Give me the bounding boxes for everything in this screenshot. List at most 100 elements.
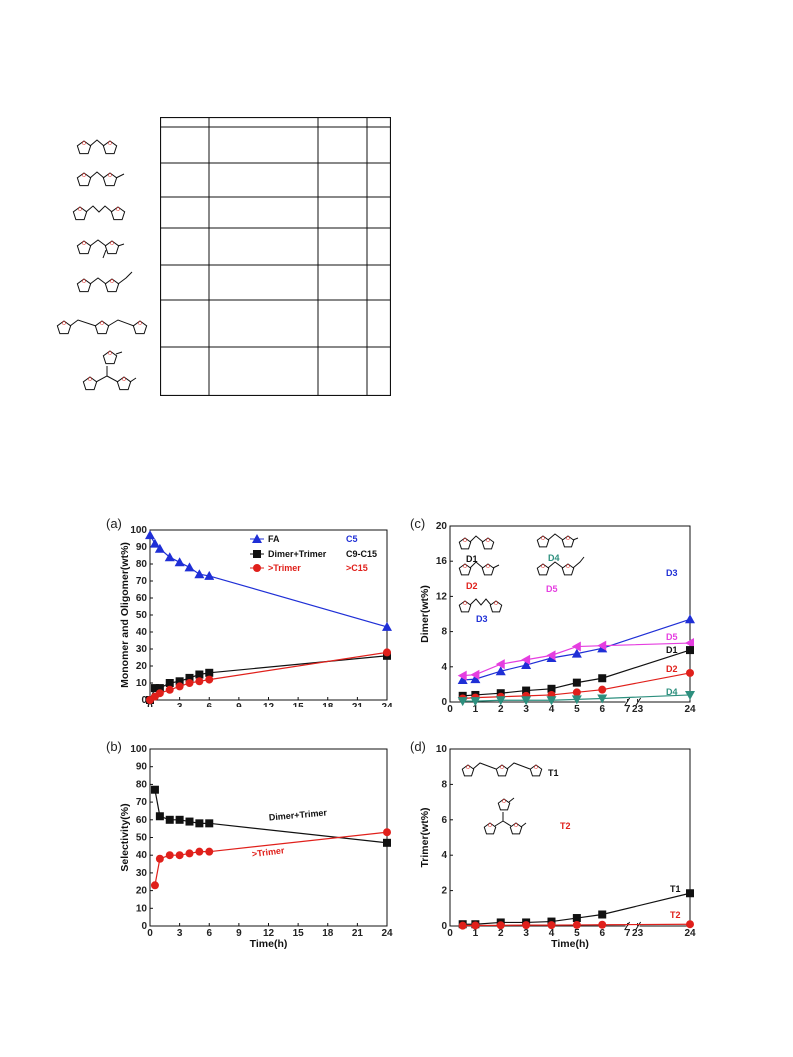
data-point <box>458 921 467 930</box>
oxygen-atom-icon: O <box>466 765 470 771</box>
y-tick-label: 10 <box>136 903 148 914</box>
furan-ring-icon <box>102 172 118 187</box>
data-point <box>175 851 184 860</box>
data-point <box>522 686 531 695</box>
data-point <box>495 696 506 706</box>
x-tick-label: 15 <box>293 928 305 939</box>
oxygen-atom-icon: O <box>500 765 504 771</box>
furan-ring-icon <box>458 563 472 576</box>
y-tick-label: 20 <box>436 521 448 532</box>
x-tick-label: 24 <box>381 702 393 707</box>
data-point <box>155 684 164 693</box>
data-point <box>471 921 480 930</box>
plot-frame <box>149 748 388 927</box>
chart-panel-d: 0 1 2 3 4 5 6 7 23 240246810Time(h)Trimer(wt%)(d)… <box>410 739 696 950</box>
oxygen-atom-icon: O <box>100 321 104 327</box>
data-point <box>598 910 607 919</box>
data-point <box>195 819 204 828</box>
axis-break-mask <box>625 698 640 706</box>
data-point <box>685 638 694 649</box>
y-tick-label: 80 <box>136 779 148 790</box>
legend-marker <box>253 564 261 572</box>
data-point <box>496 921 505 930</box>
x-tick-label: 12 <box>263 702 275 707</box>
structure-label: T2 <box>560 821 571 831</box>
x-tick-label: 6 <box>206 702 212 707</box>
furan-ring-icon <box>509 822 523 835</box>
oxygen-atom-icon: O <box>541 536 545 542</box>
furan-ring-icon <box>495 764 509 777</box>
table-border <box>160 117 391 396</box>
structure-label: D1 <box>466 554 478 564</box>
series-end-label: T1 <box>670 884 681 894</box>
furan-ring-icon <box>102 140 118 155</box>
y-tick-label: 90 <box>136 762 148 773</box>
oxygen-atom-icon: O <box>486 538 490 544</box>
panel-label: (b) <box>106 739 122 754</box>
y-tick-label: 20 <box>136 886 148 897</box>
oxygen-atom-icon: O <box>463 538 467 544</box>
data-point <box>522 921 531 930</box>
y-tick-label: 12 <box>436 591 448 602</box>
structure-t2-icon <box>494 797 527 828</box>
x-tick-label: 15 <box>293 702 305 707</box>
furan-ring-icon <box>104 278 120 293</box>
data-point <box>598 674 607 683</box>
data-point <box>521 660 532 670</box>
furan-ring-icon <box>76 172 92 187</box>
series-end-label: D3 <box>666 568 678 578</box>
oxygen-atom-icon: O <box>62 321 66 327</box>
data-point <box>598 920 607 929</box>
data-point <box>521 696 532 706</box>
series-end-label: D2 <box>666 664 678 674</box>
data-point <box>175 682 184 691</box>
oxygen-atom-icon: O <box>486 564 490 570</box>
oxygen-atom-icon: O <box>122 377 126 383</box>
y-tick-label: 10 <box>436 744 448 755</box>
data-point <box>165 815 174 824</box>
x-axis-label: Time(h) <box>250 938 288 950</box>
x-tick-label: 6 <box>599 928 605 939</box>
y-tick-label: 4 <box>441 850 447 861</box>
data-point <box>154 543 165 553</box>
data-point <box>521 654 531 665</box>
x-tick-label: 6 <box>206 928 212 939</box>
data-point <box>175 815 184 824</box>
structure-label: T1 <box>548 768 559 778</box>
panel-label: (c) <box>410 516 425 531</box>
data-point <box>470 669 480 680</box>
panel-label: (d) <box>410 739 426 754</box>
series-line-t1 <box>462 892 691 925</box>
structure-label: D4 <box>548 553 560 563</box>
branched-trimer-bridge-icon <box>95 351 137 383</box>
oxygen-atom-icon: O <box>566 564 570 570</box>
data-point <box>686 920 694 929</box>
x-tick-label: 3 <box>523 704 529 712</box>
data-point <box>155 854 164 863</box>
oxygen-atom-icon: O <box>82 141 86 147</box>
data-point <box>547 921 556 930</box>
legend-carbon-tag: >C15 <box>346 563 368 573</box>
legend-entry: >Trimer <box>268 563 301 573</box>
data-point <box>150 684 159 693</box>
lactone-bridge-icon <box>89 239 125 259</box>
data-point <box>546 650 556 661</box>
data-point <box>184 562 195 572</box>
y-tick-label: 16 <box>436 556 448 567</box>
x-tick-label: 2 <box>498 928 504 939</box>
data-point <box>547 684 556 693</box>
furan-ring-icon <box>536 535 550 548</box>
structure-table <box>160 117 391 396</box>
oxygen-atom-icon: O <box>78 207 82 213</box>
x-tick-label: 18 <box>322 702 334 707</box>
data-point <box>470 697 481 707</box>
oxygen-atom-icon: O <box>514 823 518 829</box>
structure-d3-icon <box>469 598 492 606</box>
data-point <box>164 552 175 562</box>
furan-ring-icon <box>76 240 92 255</box>
y-tick-label: 100 <box>130 525 147 536</box>
x-tick-label: 4 <box>549 704 555 712</box>
data-point <box>470 674 481 684</box>
data-point <box>495 666 506 676</box>
chart-panel-a: 036912151821240102030405060708090100Time… <box>106 516 393 707</box>
